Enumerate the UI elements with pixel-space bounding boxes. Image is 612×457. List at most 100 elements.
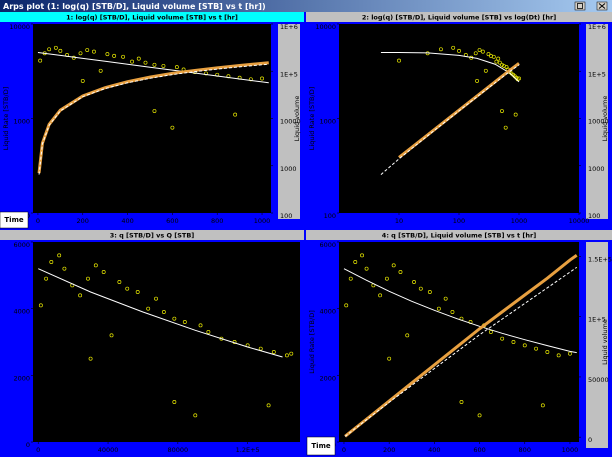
data-point: [418, 286, 423, 291]
y2-tick-label: 100: [280, 212, 292, 220]
x-tick-label: 200: [77, 217, 89, 225]
panel-title: 2: log(q) [STB/D], Liquid volume [STB] v…: [362, 14, 556, 22]
x-tick-label: 10000: [569, 217, 590, 225]
data-point: [348, 276, 353, 281]
data-point: [556, 353, 561, 358]
y2-tick-label: 1E+5: [588, 70, 606, 78]
data-point: [170, 125, 175, 130]
panel-header: [306, 12, 612, 22]
data-point: [154, 296, 158, 301]
plot-area: [33, 242, 300, 442]
data-point: [436, 306, 441, 311]
data-point: [198, 323, 203, 328]
data-point: [101, 270, 106, 274]
data-point: [384, 276, 389, 281]
data-point: [266, 403, 271, 408]
y2-axis-label: Liquid volume: [601, 319, 609, 365]
data-point: [105, 52, 110, 57]
x-tick-label: 400: [428, 446, 440, 454]
data-point: [93, 263, 98, 268]
y-tick-label: 10000: [315, 23, 336, 31]
volume-curve: [398, 62, 520, 159]
data-point: [92, 49, 96, 54]
data-point: [475, 78, 480, 83]
panel: 2: log(q) [STB/D], Liquid volume [STB] v…: [306, 12, 612, 225]
data-point: [206, 330, 211, 334]
data-point: [174, 65, 179, 70]
fit-curve: [37, 51, 269, 84]
y-axis-label: Liquid Rate [STB/D]: [2, 87, 10, 150]
y2-axis-strip: [586, 242, 608, 448]
data-point: [378, 293, 383, 298]
data-point: [540, 403, 545, 408]
panel-title: 4: q [STB/D], Liquid volume [STB] vs t […: [382, 232, 536, 240]
data-point: [488, 330, 493, 334]
close-icon: [598, 3, 606, 9]
y-tick-label: 0: [26, 441, 30, 449]
panel-header: [0, 230, 304, 240]
data-point: [109, 333, 114, 338]
data-point: [500, 109, 504, 113]
y2-tick-label: 100: [588, 212, 600, 220]
data-point: [117, 280, 122, 284]
data-point: [397, 58, 401, 63]
data-point: [204, 71, 208, 76]
data-point: [38, 58, 43, 63]
data-point: [152, 109, 157, 113]
y2-tick-label: 1000: [588, 165, 605, 173]
data-point: [513, 112, 518, 117]
x-tick-label: 0: [36, 446, 40, 454]
data-point: [136, 56, 141, 61]
y-tick-label: 2000: [319, 374, 336, 382]
data-point: [483, 68, 488, 73]
data-point: [500, 62, 504, 67]
y2-axis-strip: [586, 24, 608, 219]
x-tick-label: 10: [395, 217, 403, 225]
panel: 4: q [STB/D], Liquid volume [STB] vs t […: [306, 230, 612, 454]
x-tick-label: 1.2E+5: [236, 446, 260, 454]
data-point: [459, 400, 464, 404]
y-tick-label: 4000: [319, 308, 336, 316]
data-point: [78, 293, 83, 298]
y2-axis-label: Liquid volume: [293, 96, 301, 142]
x-tick-label: 800: [519, 446, 531, 454]
x-tick-label: 600: [166, 217, 178, 225]
data-point: [405, 333, 410, 338]
maximize-button[interactable]: [574, 1, 586, 11]
data-point: [438, 47, 443, 52]
time-button[interactable]: [306, 436, 336, 456]
x-tick-label: 1000: [562, 446, 579, 454]
x-tick-label: 0: [36, 217, 40, 225]
y2-tick-label: 10000: [280, 118, 301, 126]
data-point: [496, 56, 501, 61]
x-tick-label: 100: [453, 217, 465, 225]
data-point: [398, 270, 403, 274]
data-point: [80, 78, 85, 83]
data-point: [53, 45, 58, 50]
y-axis-label: Liquid Rate [STB/D]: [308, 310, 316, 373]
data-point: [271, 350, 276, 354]
volume-curve: [37, 61, 269, 174]
time-button-label[interactable]: Time: [311, 442, 330, 450]
data-point: [47, 47, 52, 52]
panel-title: 3: q [STB/D] vs Q [STB]: [110, 232, 195, 240]
data-point: [511, 340, 516, 344]
y2-axis-strip: [278, 24, 300, 219]
data-point: [284, 353, 289, 358]
data-point: [473, 51, 478, 56]
data-point: [98, 68, 103, 73]
data-point: [289, 351, 294, 356]
data-point: [451, 45, 456, 50]
plot-marks: [380, 45, 521, 175]
data-point: [143, 60, 148, 65]
y2-tick-label: 1E+5: [588, 316, 606, 324]
time-button[interactable]: [0, 211, 29, 229]
time-button-label[interactable]: Time: [4, 216, 23, 224]
y-tick-label: 1000: [319, 118, 336, 126]
data-point: [172, 400, 177, 404]
data-point: [443, 296, 448, 301]
data-point: [112, 53, 117, 58]
y2-tick-label: 1E+6: [588, 23, 606, 31]
data-point: [500, 336, 505, 341]
data-point: [152, 62, 157, 67]
